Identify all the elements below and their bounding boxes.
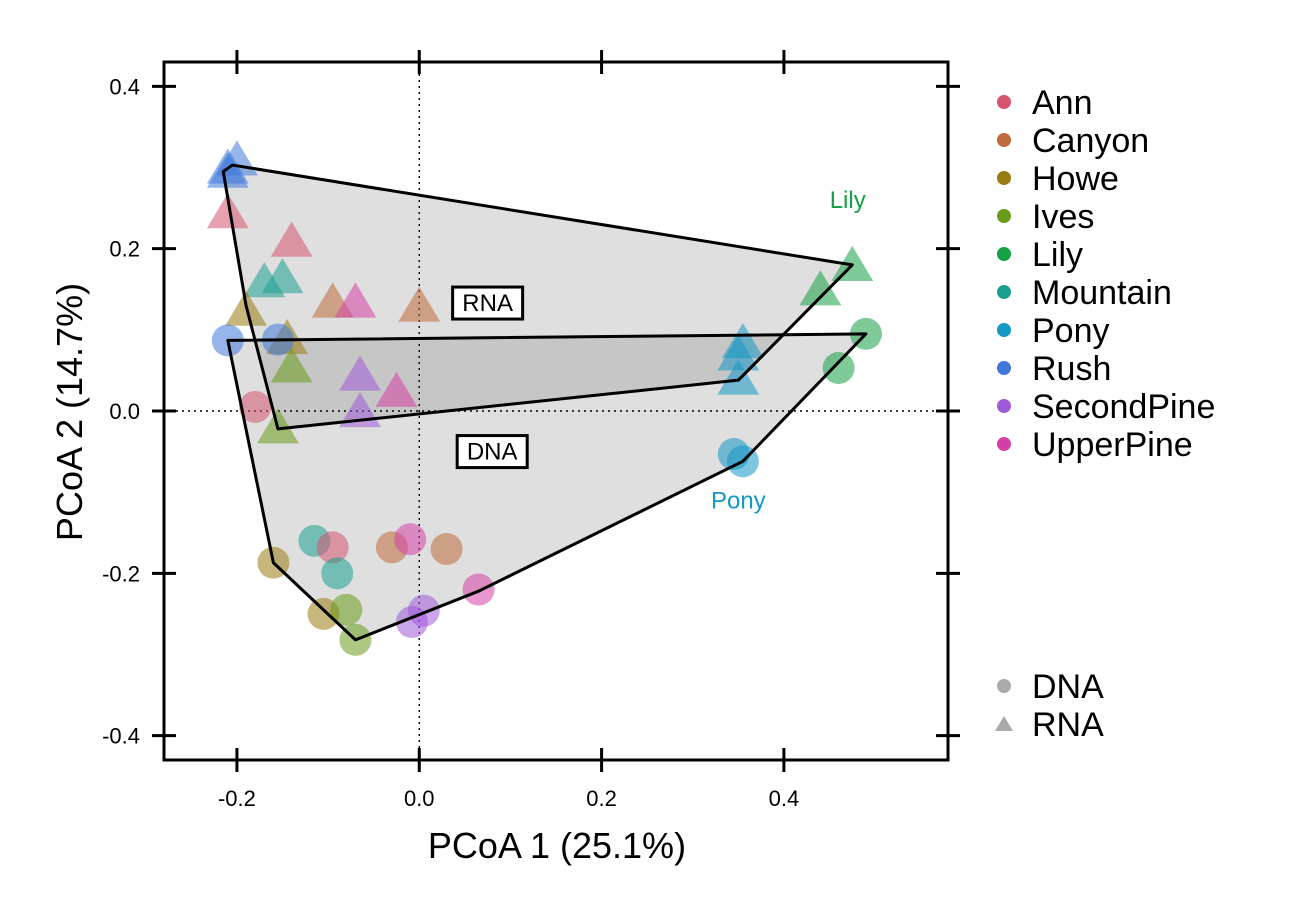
point-dna-ives	[330, 593, 363, 626]
legend-dot-pony	[997, 323, 1011, 337]
y-tick-label: -0.2	[102, 561, 140, 586]
legend-dot-upperpine	[997, 437, 1011, 451]
point-rna-lily	[799, 270, 842, 306]
y-tick-label: -0.4	[102, 724, 140, 749]
x-tick-label: 0.4	[769, 786, 800, 811]
annotation-pony: Pony	[711, 487, 766, 514]
y-tick-label: 0.4	[109, 74, 140, 99]
legend-dot-lily	[997, 247, 1011, 261]
hull-outline-dna	[226, 332, 868, 642]
legend-label-rush: Rush	[1032, 350, 1111, 388]
legend-label-canyon: Canyon	[1032, 122, 1149, 160]
point-dna-mountain	[321, 557, 354, 590]
x-axis-title: PCoA 1 (25.1%)	[428, 825, 686, 866]
point-rna-secondpine	[339, 355, 381, 391]
legend-label-pony: Pony	[1032, 312, 1110, 350]
legend-label-ives: Ives	[1032, 198, 1094, 236]
hull-label-box-dna	[455, 434, 529, 470]
point-dna-ann	[316, 531, 349, 564]
hull-fill-rna	[223, 165, 853, 429]
legend-label-upperpine: UpperPine	[1032, 426, 1193, 464]
legend-label-lily: Lily	[1032, 236, 1083, 274]
axes: -0.2 0.0 0.2 0.4 0.4 0.2 0.0 -0.2 -0.4	[102, 50, 960, 811]
legend-label-howe: Howe	[1032, 160, 1119, 198]
point-dna-upperpine	[394, 523, 427, 556]
legend: AnnCanyonHoweIvesLilyMountainPonyRushSec…	[995, 84, 1215, 744]
legend-dot-canyon	[997, 133, 1011, 147]
legend-symbol-rna	[995, 716, 1013, 731]
legend-label-rna: RNA	[1032, 706, 1104, 744]
legend-dot-ives	[997, 209, 1011, 223]
point-dna-lily	[822, 351, 855, 384]
x-tick-label: -0.2	[218, 786, 256, 811]
legend-label-dna: DNA	[1032, 668, 1104, 706]
x-tick-label: 0.0	[404, 786, 435, 811]
point-rna-pony	[717, 359, 760, 395]
x-tick-label: 0.2	[586, 786, 617, 811]
point-rna-mountain	[261, 258, 304, 294]
legend-dot-howe	[997, 171, 1011, 185]
hull-label-dna: DNA	[467, 439, 518, 466]
legend-label-secondpine: SecondPine	[1032, 388, 1215, 426]
point-rna-pony	[717, 335, 760, 371]
point-rna-ann	[270, 221, 313, 257]
hull-label-box-rna	[451, 285, 525, 321]
legend-dot-ann	[997, 95, 1011, 109]
y-tick-label: 0.2	[109, 237, 140, 262]
point-rna-upperpine	[334, 282, 377, 318]
legend-label-mountain: Mountain	[1032, 274, 1172, 312]
legend-dot-secondpine	[997, 399, 1011, 413]
point-rna-upperpine	[375, 371, 418, 407]
plot-area: RNA DNA Lily Pony	[164, 62, 948, 760]
legend-label-ann: Ann	[1032, 84, 1093, 122]
point-dna-canyon	[430, 532, 463, 565]
legend-dot-mountain	[997, 285, 1011, 299]
y-tick-label: 0.0	[109, 399, 140, 424]
point-rna-ives	[270, 347, 313, 383]
hull-fill-dna	[227, 333, 866, 640]
point-rna-ann	[206, 193, 249, 229]
y-axis-title: PCoA 2 (14.7%)	[49, 283, 90, 541]
annotation-lily: Lily	[830, 187, 866, 214]
hull-outline-rna	[221, 163, 854, 431]
legend-dot-rush	[997, 361, 1011, 375]
hull-label-rna: RNA	[462, 290, 513, 317]
legend-symbol-dna	[997, 679, 1011, 693]
point-dna-ann	[239, 390, 272, 423]
point-rna-canyon	[398, 286, 441, 322]
